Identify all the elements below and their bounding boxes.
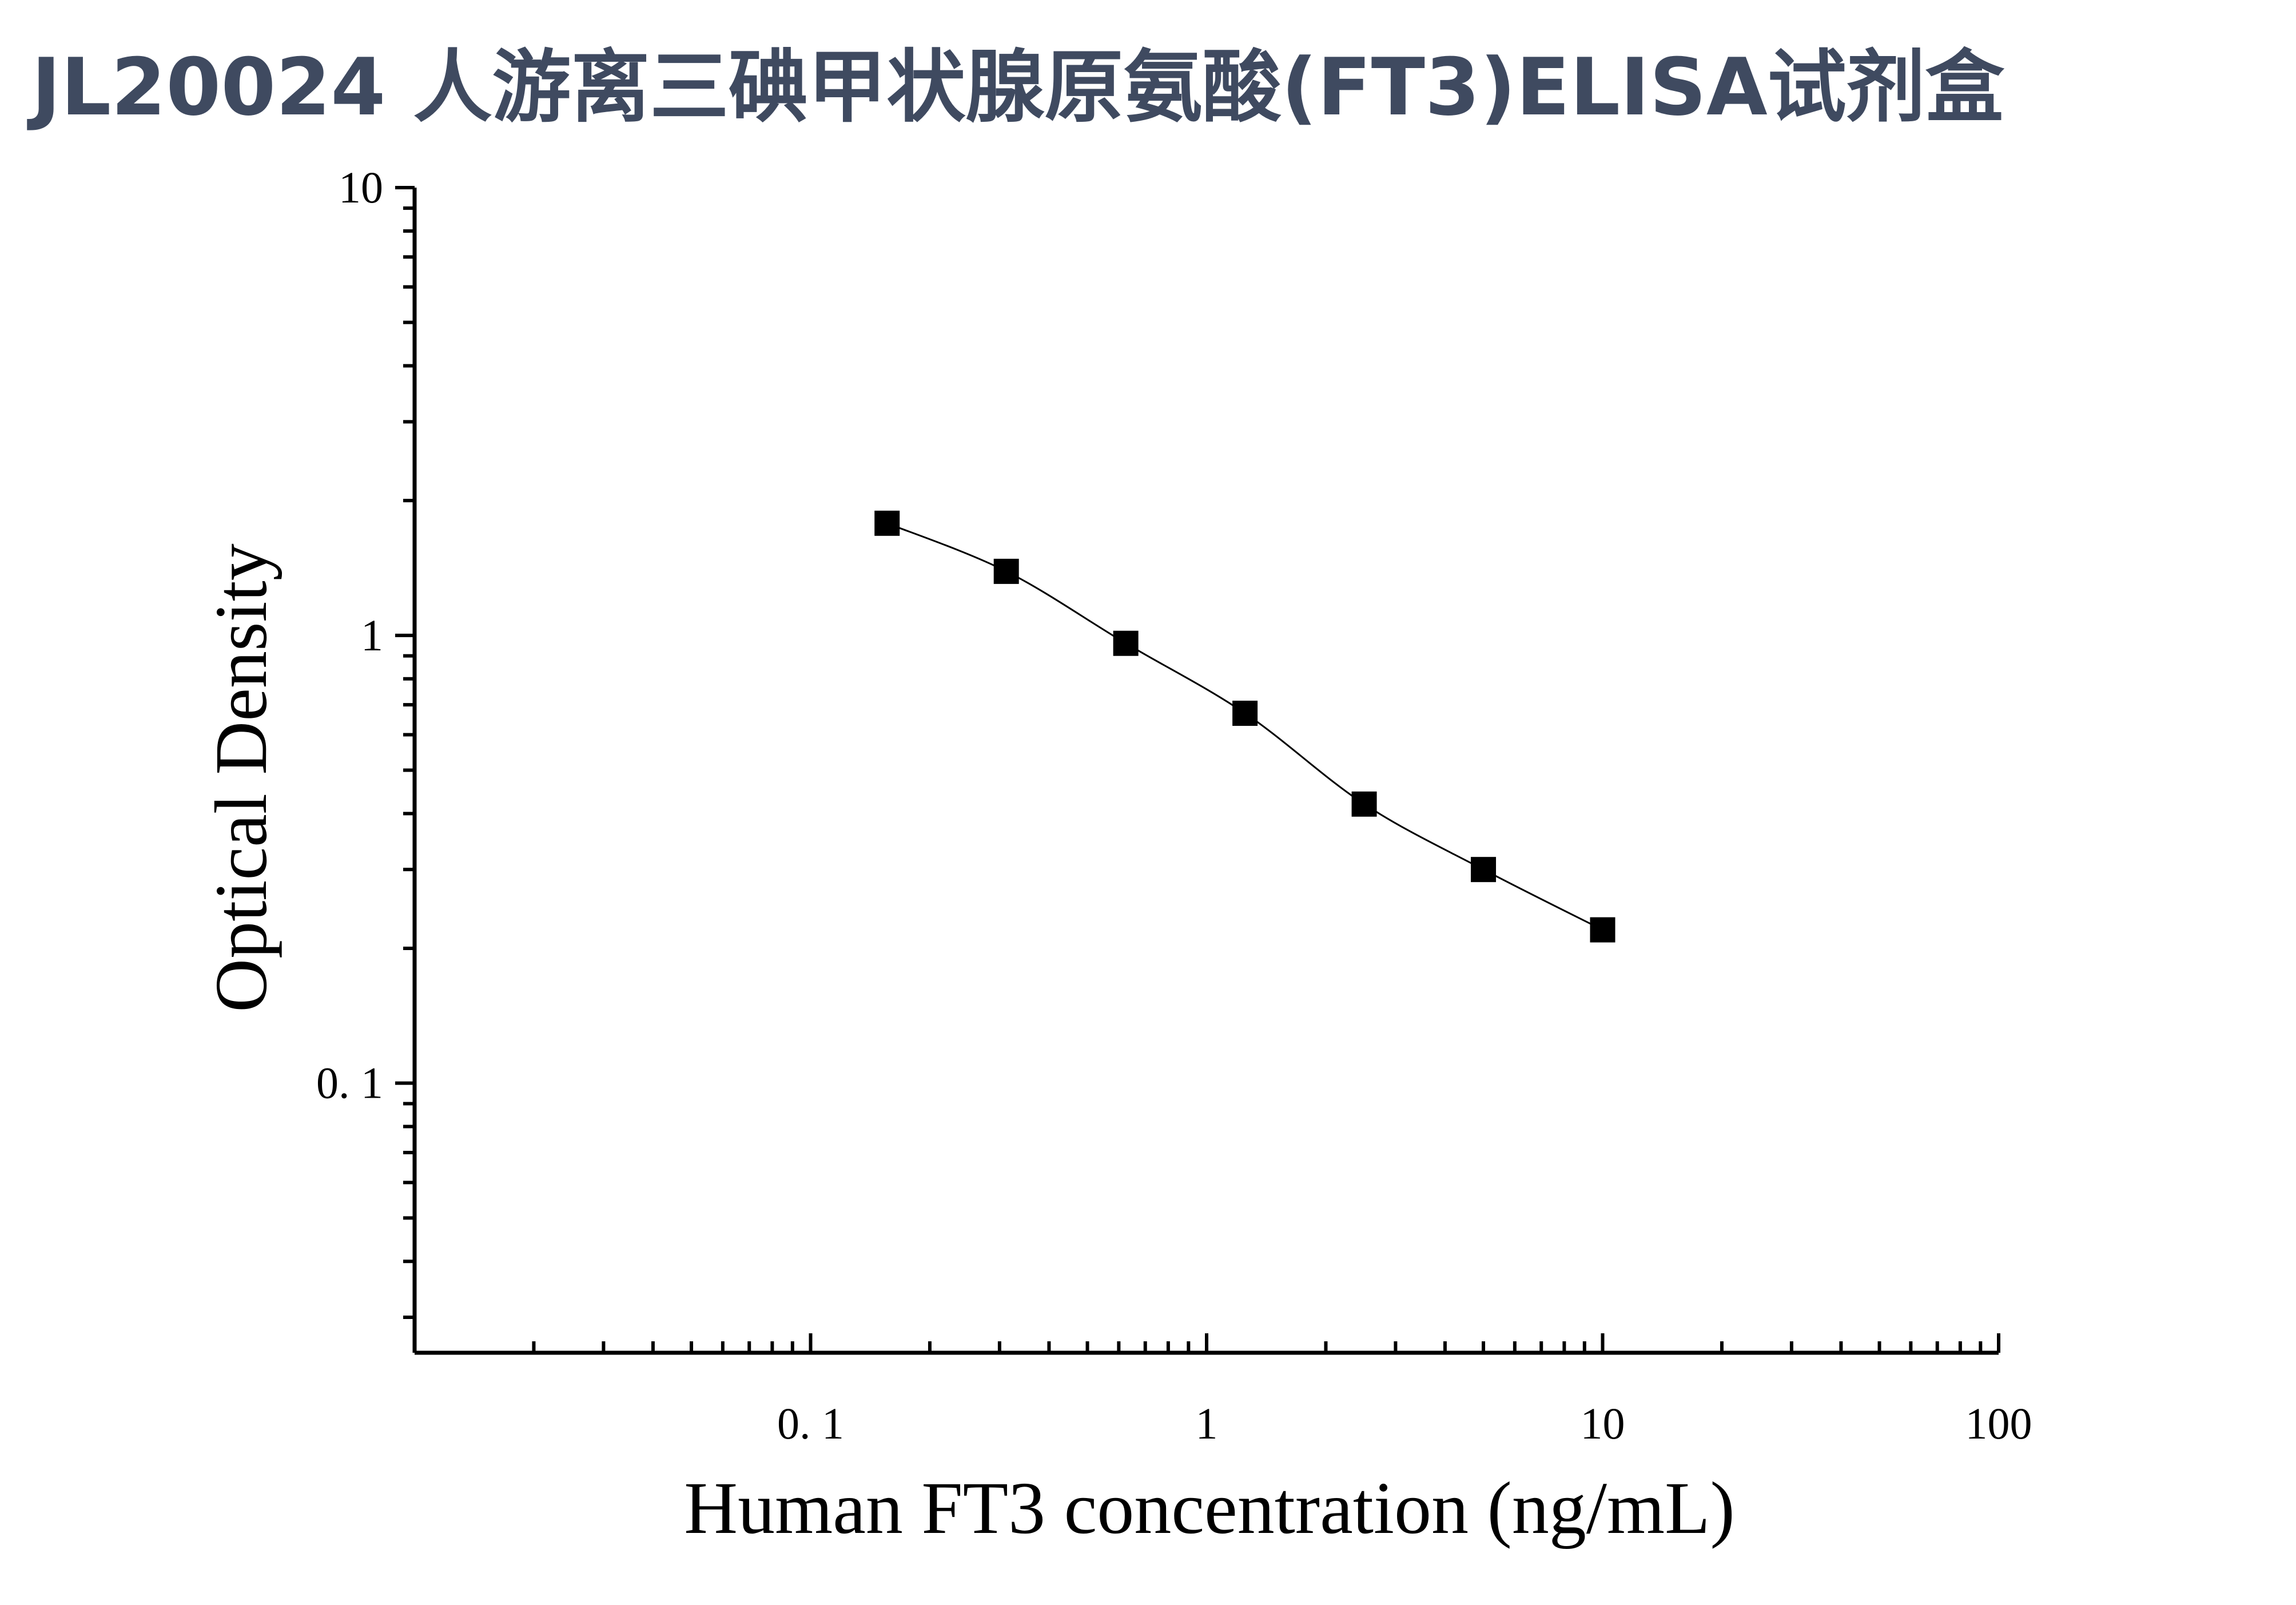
x-axis-label: Human FT3 concentration (ng/mL)	[684, 1467, 1735, 1550]
tick-labels: 0. 1 1 10 100 0. 1 1 10	[316, 162, 2032, 1448]
y-axis-label: Optical Density	[200, 543, 282, 1012]
data-point	[1351, 791, 1377, 817]
axes	[412, 188, 1999, 1355]
data-point	[1590, 917, 1615, 943]
data-point	[874, 510, 900, 536]
x-tick-label: 10	[1581, 1399, 1625, 1448]
data-point	[1113, 630, 1139, 656]
data-point	[1232, 700, 1258, 726]
x-tick-label: 100	[1965, 1399, 2032, 1448]
y-tick-label: 10	[339, 162, 383, 212]
data-markers	[874, 510, 1615, 943]
y-tick-label: 1	[361, 610, 383, 660]
ticks	[395, 186, 2000, 1353]
x-tick-label: 0. 1	[777, 1399, 844, 1448]
x-tick-label: 1	[1196, 1399, 1218, 1448]
page-title: JL20024 人游离三碘甲状腺原氨酸(FT3)ELISA试剂盒	[31, 41, 2004, 133]
y-tick-label: 0. 1	[316, 1058, 383, 1108]
data-point	[993, 558, 1019, 584]
data-point	[1471, 857, 1497, 883]
